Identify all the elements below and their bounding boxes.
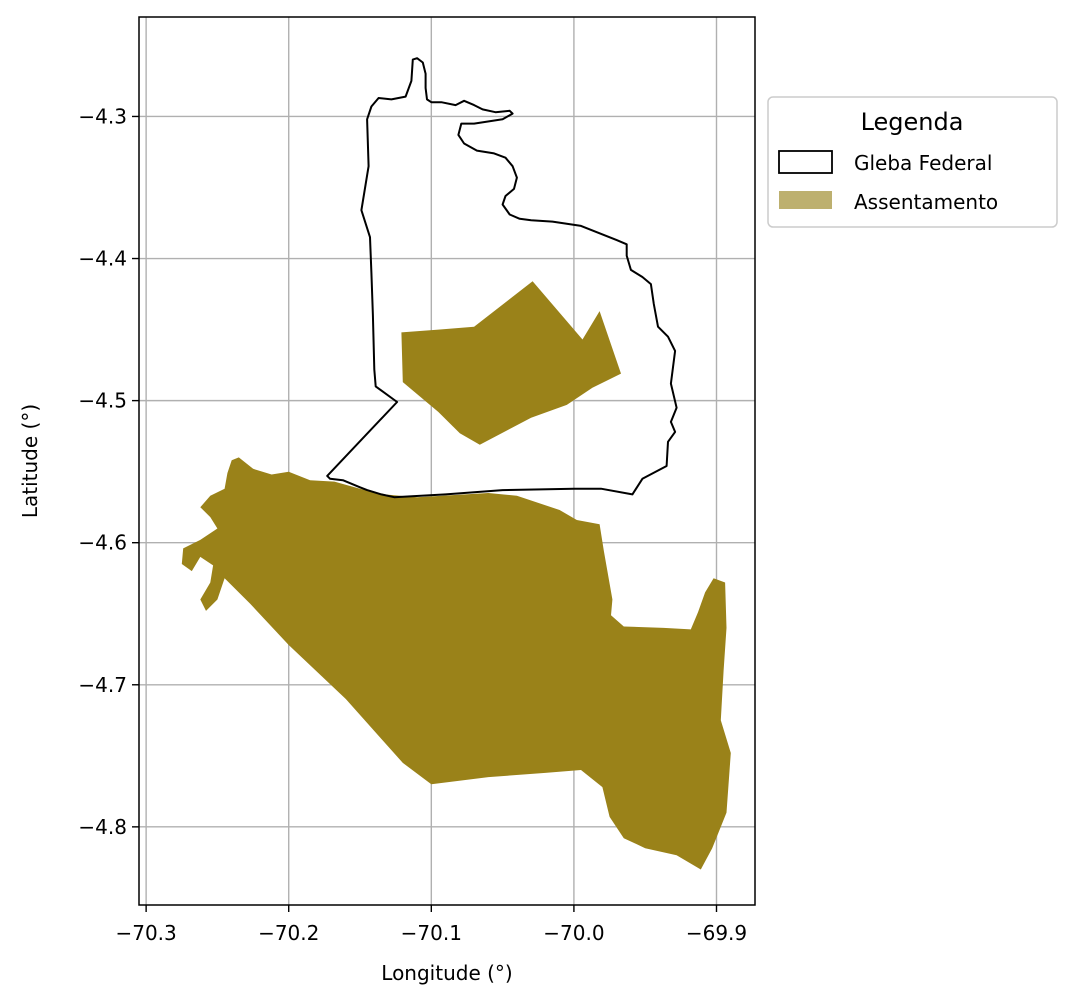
- y-axis-label: Latitude (°): [18, 404, 42, 518]
- x-tick-label: −69.9: [686, 921, 747, 945]
- legend: Legenda Gleba Federal Assentamento: [767, 96, 1058, 228]
- y-tick-label: −4.3: [78, 104, 127, 128]
- y-tick-label: −4.8: [78, 815, 127, 839]
- y-tick-label: −4.6: [78, 531, 127, 555]
- x-tick-label: −70.0: [543, 921, 604, 945]
- plot-frame: [138, 16, 756, 906]
- legend-title: Legenda: [861, 108, 964, 136]
- y-tick-label: −4.5: [78, 389, 127, 413]
- map-layers: [181, 57, 731, 870]
- assentamento-polygon: [181, 457, 731, 870]
- x-tick-label: −70.2: [258, 921, 319, 945]
- axis-ticks: −70.3 −70.2 −70.1 −70.0 −69.9 −4.3 −4.4 −4.5 −4.…: [78, 104, 747, 945]
- y-tick-label: −4.4: [78, 247, 127, 271]
- legend-swatch-gleba-federal: [778, 150, 833, 174]
- legend-swatch-assentamento: [779, 191, 832, 209]
- legend-label-gleba-federal: Gleba Federal: [854, 151, 992, 175]
- y-tick-label: −4.7: [78, 673, 127, 697]
- assentamento-polygon: [401, 281, 621, 445]
- gleba-federal-outline: [326, 57, 678, 499]
- x-tick-label: −70.3: [115, 921, 176, 945]
- x-tick-label: −70.1: [401, 921, 462, 945]
- legend-frame: [767, 96, 1058, 228]
- legend-label-assentamento: Assentamento: [854, 190, 998, 214]
- x-axis-label: Longitude (°): [381, 961, 512, 985]
